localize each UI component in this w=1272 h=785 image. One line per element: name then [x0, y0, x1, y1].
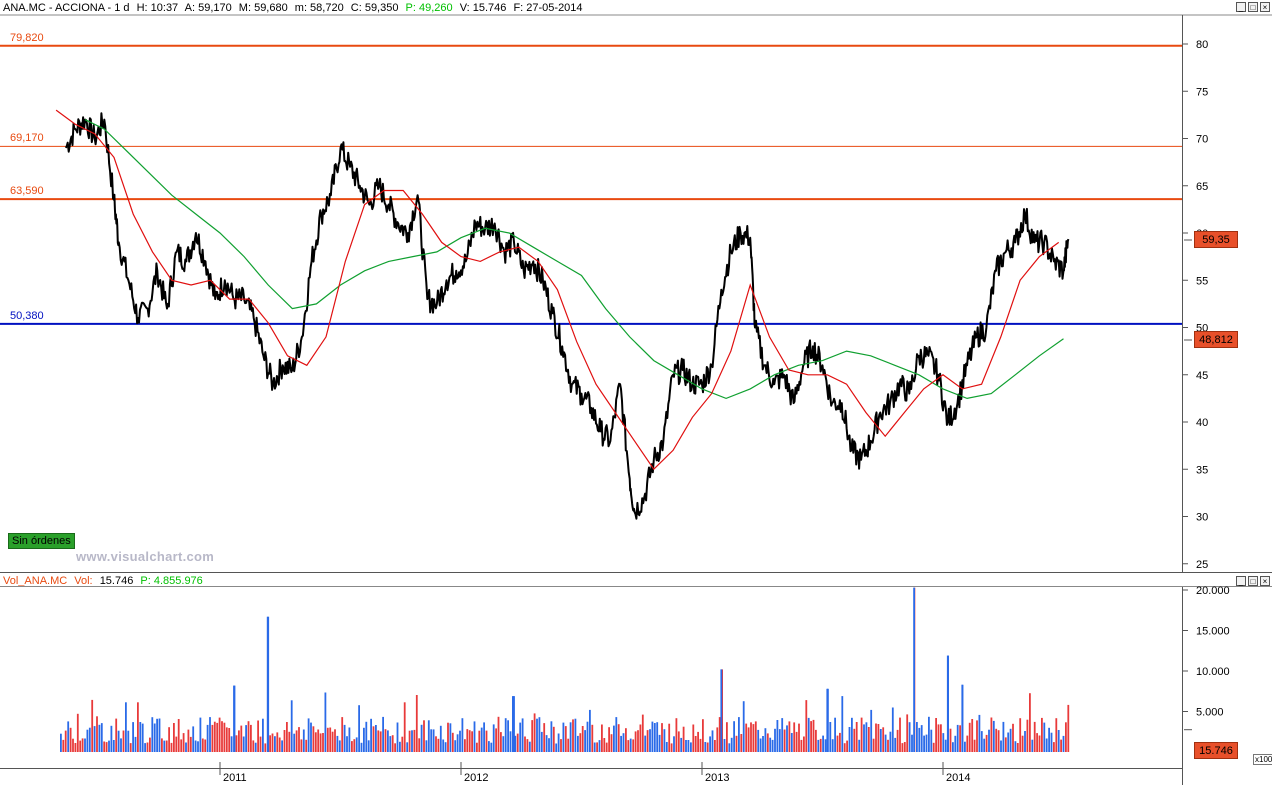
open-label: A: 59,170 — [184, 2, 232, 14]
volume-label: V: 15.746 — [459, 2, 507, 14]
sin-ordenes-button[interactable]: Sin órdenes — [8, 533, 75, 549]
volume-series-name: Vol_ANA.MC — [3, 575, 68, 587]
volume-tag: 15.746 — [1194, 742, 1238, 759]
level-label-2: 63,590 — [8, 185, 46, 198]
x-tick-label-2: 2013 — [705, 772, 729, 784]
level-label-3: 50,380 — [8, 309, 46, 322]
vol-tick-label-2: 10.000 — [1196, 666, 1230, 678]
volume-total: P: 4.855.976 — [140, 575, 203, 587]
volume-caption: Vol: — [74, 575, 93, 587]
maximize-icon[interactable]: □ — [1248, 576, 1258, 586]
watermark: www.visualchart.com — [76, 549, 215, 564]
price-line[interactable] — [64, 112, 1070, 520]
vol-tick-label-3: 5.000 — [1196, 707, 1224, 719]
low-label: m: 58,720 — [294, 2, 344, 14]
vol-tick-label-1: 15.000 — [1196, 626, 1230, 638]
volume-multiplier: x100 — [1253, 754, 1272, 765]
y-tick-label-10: 30 — [1196, 512, 1208, 524]
level-label-1: 69,170 — [8, 132, 46, 145]
vol-tick-label-0: 20.000 — [1196, 585, 1230, 597]
volume-pane-window-buttons: _ □ × — [1236, 576, 1270, 586]
y-tick-label-9: 35 — [1196, 464, 1208, 476]
y-tick-label-8: 40 — [1196, 417, 1208, 429]
maximize-icon[interactable]: □ — [1248, 2, 1258, 12]
close-label: C: 59,350 — [350, 2, 399, 14]
volume-value: 15.746 — [99, 575, 134, 587]
close-icon[interactable]: × — [1260, 2, 1270, 12]
y-tick-label-0: 80 — [1196, 39, 1208, 51]
close-icon[interactable]: × — [1260, 576, 1270, 586]
volume-pane-title: Vol_ANA.MC Vol: 15.746 P: 4.855.976 — [3, 574, 207, 588]
y-tick-label-7: 45 — [1196, 370, 1208, 382]
time-label: H: 10:37 — [136, 2, 179, 14]
x-tick-label-3: 2014 — [946, 772, 970, 784]
sma-fast-line[interactable] — [55, 109, 1060, 471]
sma-price-tag: 48,812 — [1194, 331, 1238, 348]
prev-close-label: P: 49,260 — [405, 2, 453, 14]
last-price-tag: 59,35 — [1194, 231, 1238, 248]
minimize-icon[interactable]: _ — [1236, 2, 1246, 12]
symbol-label: ANA.MC - ACCIONA - 1 d — [3, 2, 130, 14]
volume-chart[interactable]: 20.000 15.000 10.000 5.000 2011 2012 2013 2014 — [0, 572, 1272, 785]
date-label: F: 27-05-2014 — [513, 2, 583, 14]
y-tick-label-5: 55 — [1196, 275, 1208, 287]
minimize-icon[interactable]: _ — [1236, 576, 1246, 586]
y-tick-label-3: 65 — [1196, 181, 1208, 193]
x-tick-label-0: 2011 — [223, 772, 247, 784]
y-tick-label-1: 75 — [1196, 86, 1208, 98]
price-chart[interactable]: 807570656055504540353025 — [0, 0, 1272, 572]
y-tick-label-11: 25 — [1196, 559, 1208, 571]
level-label-0: 79,820 — [8, 31, 46, 44]
sma-slow-line[interactable] — [84, 119, 1064, 400]
price-pane-window-buttons: _ □ × — [1236, 2, 1270, 12]
price-pane-title: ANA.MC - ACCIONA - 1 d H: 10:37 A: 59,17… — [3, 1, 587, 15]
high-label: M: 59,680 — [238, 2, 288, 14]
y-tick-label-2: 70 — [1196, 134, 1208, 146]
x-tick-label-1: 2012 — [464, 772, 488, 784]
